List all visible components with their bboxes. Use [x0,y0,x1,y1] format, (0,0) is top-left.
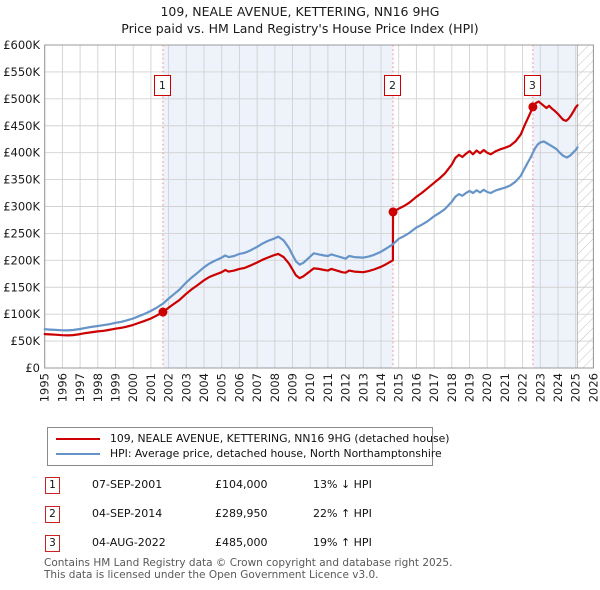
transaction-row: 1 07-SEP-2001 £104,000 13% ↓ HPI [0,477,600,495]
x-tick-label: 2008 [268,373,282,402]
x-tick-label: 2000 [126,373,140,402]
legend-item-property: 109, NEALE AVENUE, KETTERING, NN16 9HG (… [52,431,449,446]
sale-point [528,102,538,112]
x-tick-label: 2003 [179,373,193,402]
y-tick-label: £600K [3,38,40,52]
sale-marker-3: 3 [523,75,541,96]
x-tick-label: 2017 [427,373,441,402]
y-tick-label: £100K [3,307,40,321]
series-line-property [43,100,579,337]
transaction-date: 07-SEP-2001 [92,478,163,491]
y-tick-label: £50K [11,334,41,348]
price-chart: £0 £50K £100K £150K £200K £250K £300K £350K £400… [3,38,600,402]
y-tick-label: £450K [3,119,40,133]
transaction-price: £485,000 [215,536,268,549]
transaction-number-badge: 1 [45,477,60,494]
y-tick-label: £400K [3,146,40,160]
x-tick-label: 1996 [55,373,69,402]
x-tick-label: 2021 [498,373,512,402]
transaction-date: 04-SEP-2014 [92,507,163,520]
legend-label: HPI: Average price, detached house, Nort… [110,447,442,460]
x-tick-label: 2010 [303,373,317,402]
license-footer: Contains HM Land Registry data © Crown c… [44,557,452,581]
y-tick-label: £0 [25,361,40,375]
legend-label: 109, NEALE AVENUE, KETTERING, NN16 9HG (… [110,432,450,445]
transaction-hpi-delta: 22% ↑ HPI [313,507,372,520]
y-tick-label: £500K [3,92,40,106]
sale-marker-2: 2 [384,75,402,96]
transaction-hpi-delta: 19% ↑ HPI [313,536,372,549]
legend-line-blue-icon [56,452,100,455]
x-tick-label: 2001 [144,373,158,402]
sale-point [158,307,168,317]
x-tick-label: 1997 [73,373,87,402]
x-tick-label: 2005 [215,373,229,402]
page-title: 109, NEALE AVENUE, KETTERING, NN16 9HG [160,4,440,19]
transaction-date: 04-AUG-2022 [92,536,166,549]
x-tick-label: 2025 [569,373,583,402]
x-tick-label: 2011 [321,373,335,402]
sale-point [388,207,398,217]
x-tick-label: 2026 [586,373,600,402]
y-tick-label: £300K [3,200,40,214]
transaction-hpi-delta: 13% ↓ HPI [313,478,372,491]
y-tick-label: £350K [3,173,40,187]
legend: 109, NEALE AVENUE, KETTERING, NN16 9HG (… [47,427,449,466]
license-footer-line1: Contains HM Land Registry data © Crown c… [44,557,453,569]
x-tick-label: 2016 [409,373,423,402]
transaction-number-badge: 2 [45,506,60,523]
transaction-price: £289,950 [215,507,268,520]
transaction-number-badge: 3 [45,535,60,552]
x-tick-label: 2004 [197,373,211,402]
x-tick-label: 2019 [463,373,477,402]
x-tick-label: 2006 [232,373,246,402]
x-tick-label: 1995 [38,373,52,402]
series-line-hpi [43,140,579,332]
future-hatch-region [577,44,594,369]
plot-frame [44,44,594,369]
license-footer-line2: This data is licensed under the Open Gov… [44,569,379,581]
y-tick-label: £200K [3,253,40,267]
x-tick-label: 2013 [356,373,370,402]
sale-marker-1: 1 [153,75,171,96]
x-tick-label: 1998 [91,373,105,402]
x-tick-label: 2020 [480,373,494,402]
y-tick-label: £150K [3,280,40,294]
x-tick-label: 2014 [374,373,388,402]
transaction-row: 3 04-AUG-2022 £485,000 19% ↑ HPI [0,535,600,553]
legend-item-hpi: HPI: Average price, detached house, Nort… [52,446,442,461]
x-tick-label: 2002 [162,373,176,402]
transaction-price: £104,000 [215,478,268,491]
x-tick-label: 2018 [445,373,459,402]
page-subtitle: Price paid vs. HM Land Registry's House … [121,21,479,36]
x-tick-label: 2012 [339,373,353,402]
x-tick-label: 2023 [533,373,547,402]
x-tick-label: 2009 [286,373,300,402]
x-tick-label: 2015 [392,373,406,402]
x-tick-label: 2007 [250,373,264,402]
transaction-row: 2 04-SEP-2014 £289,950 22% ↑ HPI [0,506,600,524]
x-tick-label: 2024 [551,373,565,402]
x-tick-label: 1999 [109,373,123,402]
x-tick-label: 2022 [516,373,530,402]
y-tick-label: £250K [3,226,40,240]
legend-line-red-icon [56,437,100,440]
y-tick-label: £550K [3,65,40,79]
